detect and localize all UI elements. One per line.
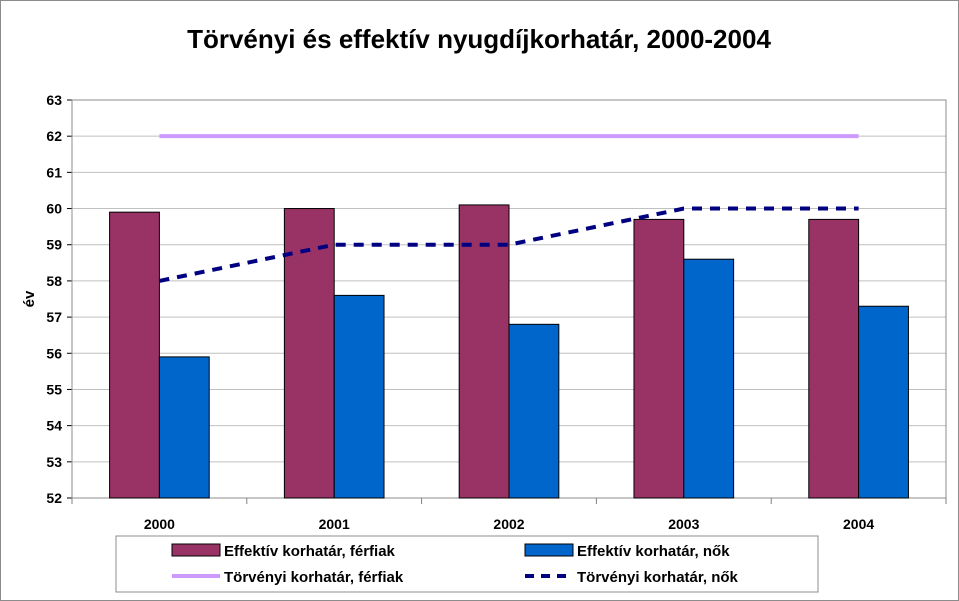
y-tick-label: 60: [46, 201, 62, 217]
bar: [683, 258, 735, 499]
y-tick-label: 59: [46, 237, 62, 253]
x-tick-label: 2000: [144, 516, 175, 532]
bar: [458, 204, 510, 499]
y-tick-label: 53: [46, 454, 62, 470]
legend-label: Effektív korhatár, férfiak: [224, 543, 396, 560]
y-tick-label: 57: [46, 309, 62, 325]
y-tick-label: 55: [46, 381, 62, 397]
x-tick-label: 2004: [843, 516, 874, 532]
y-tick-label: 54: [46, 418, 62, 434]
y-tick-label: 58: [46, 273, 62, 289]
x-tick-label: 2003: [668, 516, 699, 532]
bar: [808, 218, 860, 499]
bar: [858, 305, 909, 499]
legend-box: [115, 535, 819, 593]
bar: [158, 356, 210, 499]
x-tick-label: 2002: [493, 516, 524, 532]
bar: [333, 294, 385, 499]
y-tick-label: 56: [46, 345, 62, 361]
legend-swatch: [524, 543, 574, 557]
bar: [633, 218, 685, 499]
legend-swatch: [171, 543, 221, 557]
y-tick-label: 63: [46, 92, 62, 108]
legend-label: Törvényi korhatár, nők: [577, 569, 739, 586]
plot-area: 52 53 54 55 56 57 58 59 60 61 62 63 2000 2001 2002 2003…: [46, 92, 947, 532]
legend-label: Effektív korhatár, nők: [577, 543, 730, 560]
x-tick-label: 2001: [319, 516, 350, 532]
bar: [109, 211, 160, 499]
legend: Effektív korhatár, férfiak Effektív korha…: [115, 535, 819, 593]
y-tick-label: 52: [46, 490, 62, 506]
y-tick-label: 62: [46, 128, 62, 144]
y-axis-label: év: [21, 290, 38, 307]
chart-title: Törvényi és effektív nyugdíjkorhatár, 20…: [187, 24, 771, 54]
bar: [283, 208, 335, 499]
bar: [508, 323, 560, 499]
y-tick-label: 61: [46, 164, 62, 180]
legend-label: Törvényi korhatár, férfiak: [224, 569, 404, 586]
